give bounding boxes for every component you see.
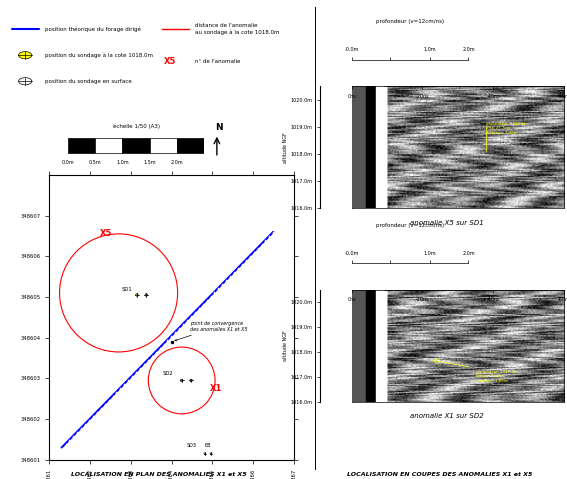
Text: SD2: SD2	[163, 371, 174, 376]
Text: position du sondage à la cote 1018.0m: position du sondage à la cote 1018.0m	[45, 52, 153, 58]
Text: profondeur (v=12cm/ns): profondeur (v=12cm/ns)	[376, 19, 444, 24]
Bar	[95, 137, 122, 153]
Bar	[122, 137, 150, 153]
Circle shape	[136, 294, 138, 296]
Text: LOCALISATION EN PLAN DES ANOMALIES X1 et X5: LOCALISATION EN PLAN DES ANOMALIES X1 et…	[71, 472, 247, 477]
Y-axis label: altitude NGF: altitude NGF	[283, 331, 288, 362]
Circle shape	[19, 52, 32, 59]
Text: profondeur: 1017.0m
temps: 76.1ns
distance: 1.09m: profondeur: 1017.0m temps: 76.1ns distan…	[476, 370, 518, 383]
Text: SD1: SD1	[122, 287, 133, 292]
Text: profondeur (v=12cm/ns): profondeur (v=12cm/ns)	[376, 223, 444, 228]
Bar	[68, 137, 95, 153]
Text: X1: X1	[210, 384, 223, 393]
Text: N: N	[215, 123, 223, 132]
Text: anomalie X1 sur SD2: anomalie X1 sur SD2	[411, 412, 484, 419]
Bar	[150, 137, 177, 153]
Text: 0.0m: 0.0m	[62, 160, 74, 165]
Text: EB: EB	[205, 444, 211, 448]
Bar	[177, 137, 204, 153]
Text: profondeur: 1018.1m
dist: 27.7cm
distance: 1.46m: profondeur: 1018.1m dist: 27.7cm distanc…	[486, 122, 528, 135]
Text: 1.0m: 1.0m	[116, 160, 129, 165]
Text: X5: X5	[100, 229, 113, 238]
Text: position du sondage en surface: position du sondage en surface	[45, 79, 132, 84]
Bar	[376, 290, 383, 402]
Bar	[376, 86, 383, 208]
Text: 2.0m: 2.0m	[171, 160, 183, 165]
Text: distance de l'anomalie
au sondage à la cote 1018.0m: distance de l'anomalie au sondage à la c…	[195, 23, 280, 35]
Bar	[352, 86, 366, 208]
Text: X5: X5	[163, 57, 176, 66]
Circle shape	[180, 379, 183, 382]
Bar	[352, 290, 366, 402]
Text: anomalie X5 sur SD1: anomalie X5 sur SD1	[411, 220, 484, 226]
Bar	[366, 86, 376, 208]
Text: n° de l'anomalie: n° de l'anomalie	[195, 59, 240, 64]
Bar	[366, 290, 376, 402]
Text: position théorique du forage dirigé: position théorique du forage dirigé	[45, 26, 141, 32]
Text: point de convergence
des anomalies X1 et X5: point de convergence des anomalies X1 et…	[175, 321, 247, 341]
Text: SD3: SD3	[187, 444, 197, 448]
Y-axis label: altitude NGF: altitude NGF	[283, 132, 288, 163]
Text: LOCALISATION EN COUPES DES ANOMALIES X1 et X5: LOCALISATION EN COUPES DES ANOMALIES X1 …	[347, 472, 532, 477]
Text: 0.5m: 0.5m	[89, 160, 101, 165]
Text: échelle 1/50 (A3): échelle 1/50 (A3)	[113, 123, 159, 129]
Text: 1.5m: 1.5m	[143, 160, 156, 165]
